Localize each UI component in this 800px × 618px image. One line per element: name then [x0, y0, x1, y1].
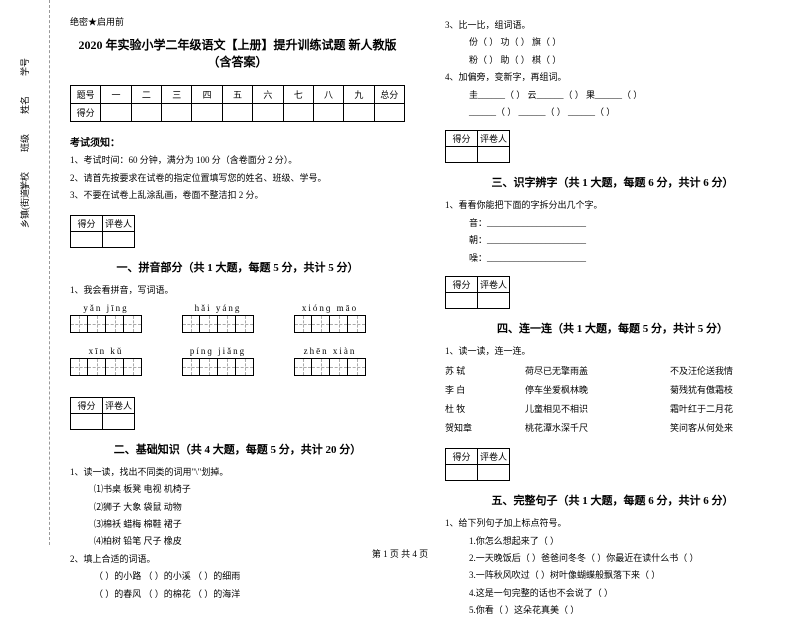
score-box-1: 得分评卷人: [70, 215, 135, 248]
section-5-title: 五、完整句子（共 1 大题，每题 6 分，共计 6 分）: [445, 492, 780, 508]
th-10: 总分: [374, 86, 404, 104]
match-row-2: 李 白停车坐爱枫林晚菊残犹有傲霜枝: [445, 383, 780, 396]
score-box-4: 得分评卷人: [445, 276, 510, 309]
right-column: 3、比一比，组词语。 份（ ） 功（ ） 旗（ ） 粉（ ） 助（ ） 棋（ ）…: [425, 0, 800, 545]
th-1: 一: [101, 86, 131, 104]
th-7: 七: [283, 86, 313, 104]
notice-3: 3、不要在试卷上乱涂乱画，卷面不整洁扣 2 分。: [70, 189, 405, 203]
section-1-title: 一、拼音部分（共 1 大题，每题 5 分，共计 5 分）: [70, 259, 405, 275]
page-footer: 第 1 页 共 4 页: [0, 547, 800, 560]
row2-label: 得分: [71, 104, 101, 122]
th-2: 二: [131, 86, 161, 104]
s2-q1: 1、读一读，找出不同类的词用"\"划掉。: [70, 465, 405, 479]
notice-2: 2、请首先按要求在试卷的指定位置填写您的姓名、班级、学号。: [70, 172, 405, 186]
binding-margin: 学号 姓名 班级 学校 乡镇(街道): [0, 0, 50, 545]
section-2-title: 二、基础知识（共 4 大题，每题 5 分，共计 20 分）: [70, 441, 405, 457]
s2-q3: 3、比一比，组词语。: [445, 18, 780, 32]
th-8: 八: [313, 86, 343, 104]
match-row-3: 杜 牧儿童相见不相识霜叶红于二月花: [445, 402, 780, 415]
th-4: 四: [192, 86, 222, 104]
match-row-4: 贺知章桃花潭水深千尺笑问客从何处来: [445, 421, 780, 434]
s4-q1: 1、读一读，连一连。: [445, 344, 780, 358]
th-5: 五: [222, 86, 252, 104]
score-box-2: 得分评卷人: [70, 397, 135, 430]
th-6: 六: [253, 86, 283, 104]
score-table: 题号 一 二 三 四 五 六 七 八 九 总分 得分: [70, 85, 405, 122]
pinyin-row-2: xīn kǔ pínɡ jiǎng zhēn xiàn: [70, 346, 405, 379]
pinyin-row-1: yǎn jīng hǎi yáng xiónɡ māo: [70, 303, 405, 336]
s2-q4: 4、加偏旁，变新字，再组词。: [445, 70, 780, 84]
th-0: 题号: [71, 86, 101, 104]
section-4-title: 四、连一连（共 1 大题，每题 5 分，共计 5 分）: [445, 320, 780, 336]
score-box-3: 得分评卷人: [445, 130, 510, 163]
th-9: 九: [344, 86, 374, 104]
section-3-title: 三、识字辨字（共 1 大题，每题 6 分，共计 6 分）: [445, 174, 780, 190]
score-box-5: 得分评卷人: [445, 448, 510, 481]
th-3: 三: [162, 86, 192, 104]
s3-q1: 1、看看你能把下面的字拆分出几个字。: [445, 198, 780, 212]
binding-field-xiangzhen: 乡镇(街道): [18, 179, 31, 228]
secret-label: 绝密★启用前: [70, 15, 405, 28]
tian-box: [70, 315, 142, 333]
s1-q1: 1、我会看拼音，写词语。: [70, 283, 405, 297]
left-column: 绝密★启用前 2020 年实验小学二年级语文【上册】提升训练试题 新人教版（含答…: [50, 0, 425, 545]
exam-title: 2020 年实验小学二年级语文【上册】提升训练试题 新人教版（含答案）: [70, 36, 405, 70]
notice-1: 1、考试时间：60 分钟，满分为 100 分（含卷面分 2 分）。: [70, 154, 405, 168]
notice-title: 考试须知：: [70, 134, 405, 149]
match-row-1: 苏 轼荷尽已无擎雨盖不及汪伦送我情: [445, 364, 780, 377]
s5-q1: 1、给下列句子加上标点符号。: [445, 516, 780, 530]
